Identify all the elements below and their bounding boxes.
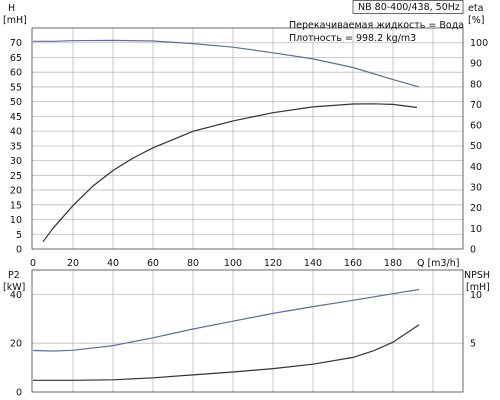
x-tick-label: 180 [384,258,402,269]
y-right-tick-label: 60 [470,121,482,132]
y-left-tick-label: 0 [16,388,22,399]
y-left-tick-label: 0 [16,245,22,256]
x-tick-label: 60 [147,258,159,269]
y-left-tick-label: 25 [10,171,22,182]
y-left-tick-label: 20 [10,339,22,350]
efficiency-curve-line [42,103,418,243]
npsh-curve-line [33,324,420,381]
y-left-tick-label: 40 [10,127,22,138]
chart-annotation-liquid: Перекачиваемая жидкость = Вода [289,20,464,31]
y-left-tick-label: 40 [10,290,22,301]
y-right-axis-label: eta [468,3,483,14]
y-right-tick-label: 10 [470,224,482,235]
y-right-axis-unit: [%] [468,15,484,26]
y-left-tick-label: 10 [10,215,22,226]
x-tick-label: 20 [67,258,79,269]
x-tick-label: 0 [30,258,36,269]
x-tick-label: 140 [304,258,322,269]
y-right-tick-label: 100 [470,38,488,49]
y-right-tick-label: 0 [470,245,476,256]
y-left-tick-label: 5 [16,230,22,241]
head-curve-line [33,39,420,88]
chart-title-box [352,0,464,14]
y-right-tick-label: 90 [470,59,482,70]
y-right-tick-label: 50 [470,141,482,152]
y-left-axis-unit: [mH] [3,15,27,26]
y-right-tick-label: 20 [470,203,482,214]
y-right-tick-label: 5 [470,339,476,350]
y-left-tick-label: 15 [10,200,22,211]
plot-frame-top [31,27,464,250]
y-left-tick-label: 70 [10,38,22,49]
y-right-tick-label: 40 [470,162,482,173]
y-left-axis-unit: [kW] [3,282,25,293]
x-tick-label: 100 [224,258,242,269]
x-tick-label: 160 [344,258,362,269]
y-left-tick-label: 30 [10,156,22,167]
y-left-tick-label: 55 [10,82,22,93]
chart-title: NB 80-400/438, 50Hz [358,2,460,13]
y-left-tick-label: 20 [10,186,22,197]
y-left-tick-label: 60 [10,68,22,79]
y-left-tick-label: 35 [10,141,22,152]
x-tick-label: 40 [107,258,119,269]
y-right-axis-label: NPSH [464,270,490,281]
chart-annotation-density: Плотность = 998.2 kg/m3 [289,33,416,44]
y-left-tick-label: 65 [10,53,22,64]
x-axis-label: Q [m3/h] [417,258,459,269]
y-right-axis-unit: [mH] [466,282,490,293]
y-right-tick-label: 10 [470,290,482,301]
x-tick-label: 120 [264,258,282,269]
y-right-tick-label: 70 [470,100,482,111]
y-left-axis-label: P2 [8,270,20,281]
x-tick-label: 80 [187,258,199,269]
plot-frame-bottom [31,269,464,393]
y-right-tick-label: 80 [470,79,482,90]
power-curve-line [32,288,420,352]
y-left-tick-label: 50 [10,97,22,108]
y-left-axis-label: H [8,3,15,14]
y-right-tick-label: 30 [470,183,482,194]
y-left-tick-label: 45 [10,112,22,123]
